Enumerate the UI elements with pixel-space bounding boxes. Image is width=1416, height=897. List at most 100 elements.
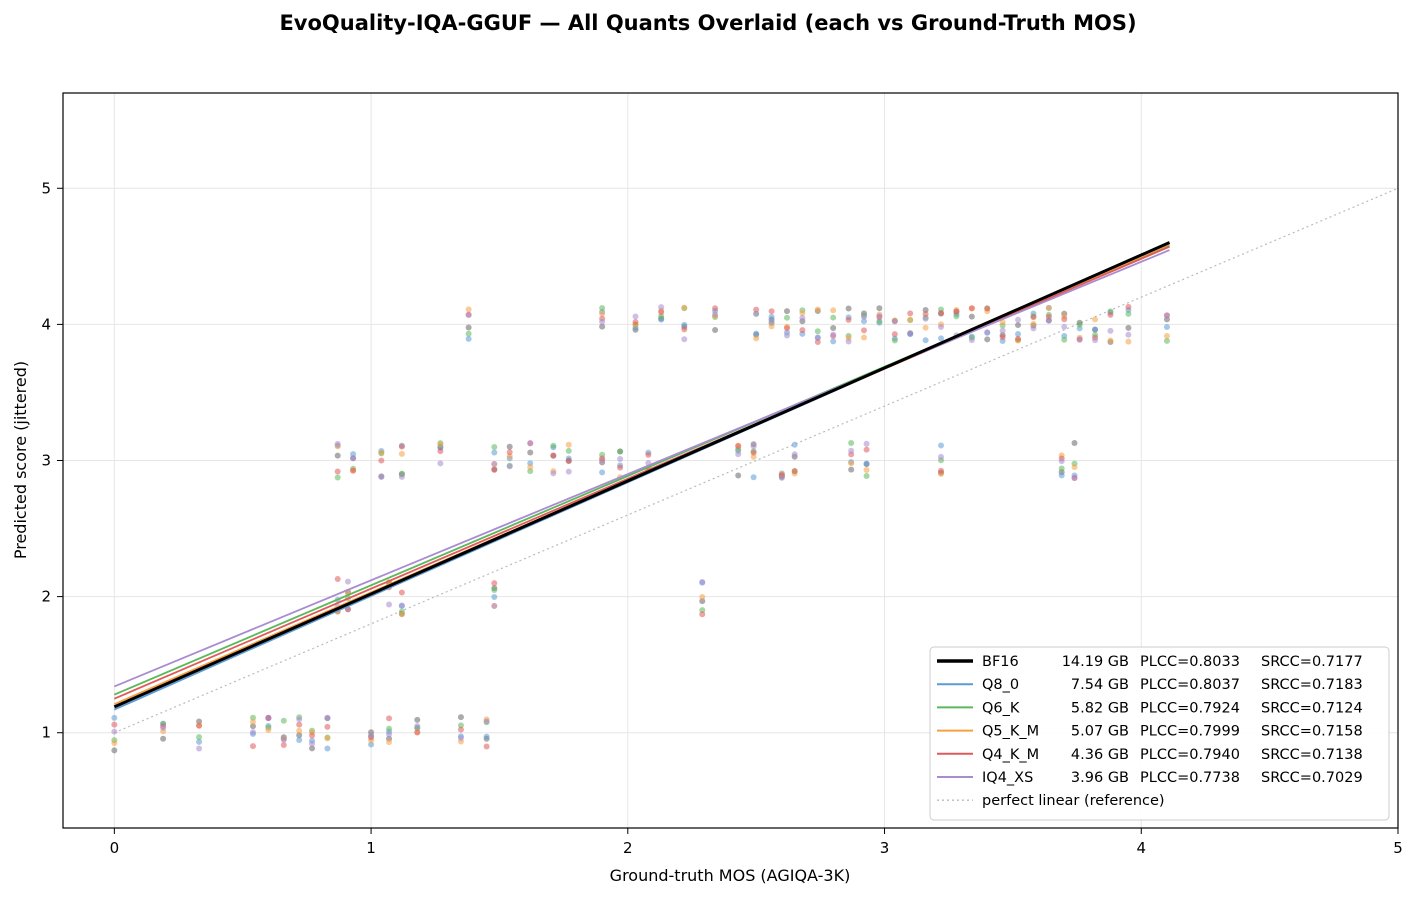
scatter-point bbox=[599, 469, 606, 476]
scatter-point bbox=[1045, 317, 1052, 324]
scatter-point bbox=[907, 310, 914, 317]
x-tick-label: 1 bbox=[366, 839, 376, 857]
y-tick-label: 3 bbox=[41, 452, 51, 470]
scatter-point bbox=[953, 313, 960, 320]
scatter-point bbox=[491, 586, 498, 593]
scatter-point bbox=[324, 735, 331, 742]
legend-srcc: SRCC=0.7029 bbox=[1261, 770, 1363, 786]
scatter-point bbox=[848, 460, 855, 467]
scatter-point bbox=[768, 319, 775, 326]
scatter-point bbox=[599, 305, 606, 312]
y-tick-label: 4 bbox=[41, 315, 51, 333]
scatter-point bbox=[799, 327, 806, 334]
scatter-point bbox=[457, 735, 464, 742]
legend-series-name: Q6_K bbox=[982, 700, 1020, 716]
scatter-point bbox=[465, 324, 472, 331]
scatter-point bbox=[1125, 303, 1132, 310]
scatter-point bbox=[309, 740, 316, 747]
scatter-point bbox=[506, 463, 513, 470]
scatter-point bbox=[1163, 323, 1170, 330]
scatter-point bbox=[848, 466, 855, 473]
scatter-point bbox=[398, 589, 405, 596]
x-tick-label: 4 bbox=[1136, 839, 1146, 857]
scatter-point bbox=[309, 745, 316, 752]
scatter-point bbox=[1092, 316, 1099, 323]
scatter-point bbox=[334, 440, 341, 447]
scatter-point bbox=[863, 467, 870, 474]
scatter-point bbox=[750, 453, 757, 460]
legend-size: 7.54 GB bbox=[1071, 677, 1129, 693]
legend-plcc: PLCC=0.7940 bbox=[1140, 747, 1240, 763]
legend-srcc: SRCC=0.7158 bbox=[1261, 724, 1363, 740]
legend-srcc: SRCC=0.7124 bbox=[1261, 700, 1363, 716]
scatter-point bbox=[799, 309, 806, 316]
legend-size: 5.07 GB bbox=[1071, 724, 1129, 740]
scatter-point bbox=[196, 722, 203, 729]
legend-plcc: PLCC=0.7738 bbox=[1140, 770, 1240, 786]
scatter-point bbox=[265, 715, 272, 722]
scatter-point bbox=[1045, 305, 1052, 312]
scatter-point bbox=[712, 311, 719, 318]
scatter-point bbox=[1092, 326, 1099, 333]
scatter-point bbox=[1107, 337, 1114, 344]
scatter-point bbox=[1107, 327, 1114, 334]
scatter-point bbox=[334, 468, 341, 475]
scatter-point bbox=[645, 451, 652, 458]
scatter-point bbox=[968, 337, 975, 344]
scatter-point bbox=[1163, 312, 1170, 319]
scatter-point bbox=[861, 313, 867, 320]
scatter-point bbox=[681, 326, 688, 333]
scatter-point bbox=[845, 305, 852, 312]
scatter-point bbox=[334, 576, 341, 583]
scatter-point bbox=[984, 329, 991, 336]
scatter-point bbox=[296, 736, 303, 743]
scatter-point bbox=[1061, 323, 1068, 330]
scatter-point bbox=[249, 723, 256, 730]
scatter-point bbox=[527, 464, 534, 471]
scatter-point bbox=[753, 310, 760, 317]
scatter-point bbox=[681, 336, 688, 343]
scatter-point bbox=[506, 449, 513, 456]
scatter-point bbox=[414, 729, 421, 736]
scatter-point bbox=[830, 338, 837, 345]
scatter-point bbox=[658, 313, 665, 320]
scatter-point bbox=[457, 714, 464, 721]
x-tick-label: 0 bbox=[110, 839, 120, 857]
scatter-point bbox=[296, 721, 303, 728]
scatter-point bbox=[565, 458, 572, 465]
scatter-point bbox=[280, 736, 287, 743]
legend-series-name: Q4_K_M bbox=[982, 747, 1039, 763]
scatter-point bbox=[1058, 465, 1065, 472]
scatter-point bbox=[111, 714, 118, 721]
x-axis-ticks: 0 1 2 3 4 5 bbox=[110, 828, 1403, 857]
scatter-point bbox=[1030, 325, 1037, 332]
scatter-point bbox=[861, 327, 867, 334]
scatter-point bbox=[111, 721, 118, 728]
scatter-point bbox=[891, 318, 898, 325]
scatter-point bbox=[791, 451, 798, 458]
legend-size: 5.82 GB bbox=[1071, 700, 1129, 716]
scatter-point bbox=[938, 453, 945, 460]
legend-plcc: PLCC=0.8033 bbox=[1140, 654, 1240, 670]
legend-srcc: SRCC=0.7177 bbox=[1261, 654, 1363, 670]
legend-series-name: IQ4_XS bbox=[982, 770, 1033, 786]
scatter-point bbox=[863, 473, 870, 480]
scatter-point bbox=[712, 305, 719, 312]
scatter-point bbox=[938, 335, 945, 342]
scatter-point bbox=[617, 448, 624, 455]
scatter-point bbox=[1015, 322, 1022, 329]
scatter-point bbox=[280, 717, 287, 724]
scatter-point bbox=[768, 313, 775, 320]
scatter-point bbox=[783, 332, 790, 339]
scatter-point bbox=[753, 330, 760, 337]
scatter-point bbox=[699, 593, 706, 600]
scatter-point bbox=[699, 578, 706, 585]
scatter-point bbox=[848, 447, 855, 454]
scatter-point bbox=[296, 727, 303, 734]
scatter-point bbox=[465, 335, 472, 342]
scatter-point bbox=[599, 457, 606, 464]
scatter-point bbox=[334, 474, 341, 481]
scatter-point bbox=[1061, 336, 1068, 343]
scatter-point bbox=[845, 338, 852, 345]
